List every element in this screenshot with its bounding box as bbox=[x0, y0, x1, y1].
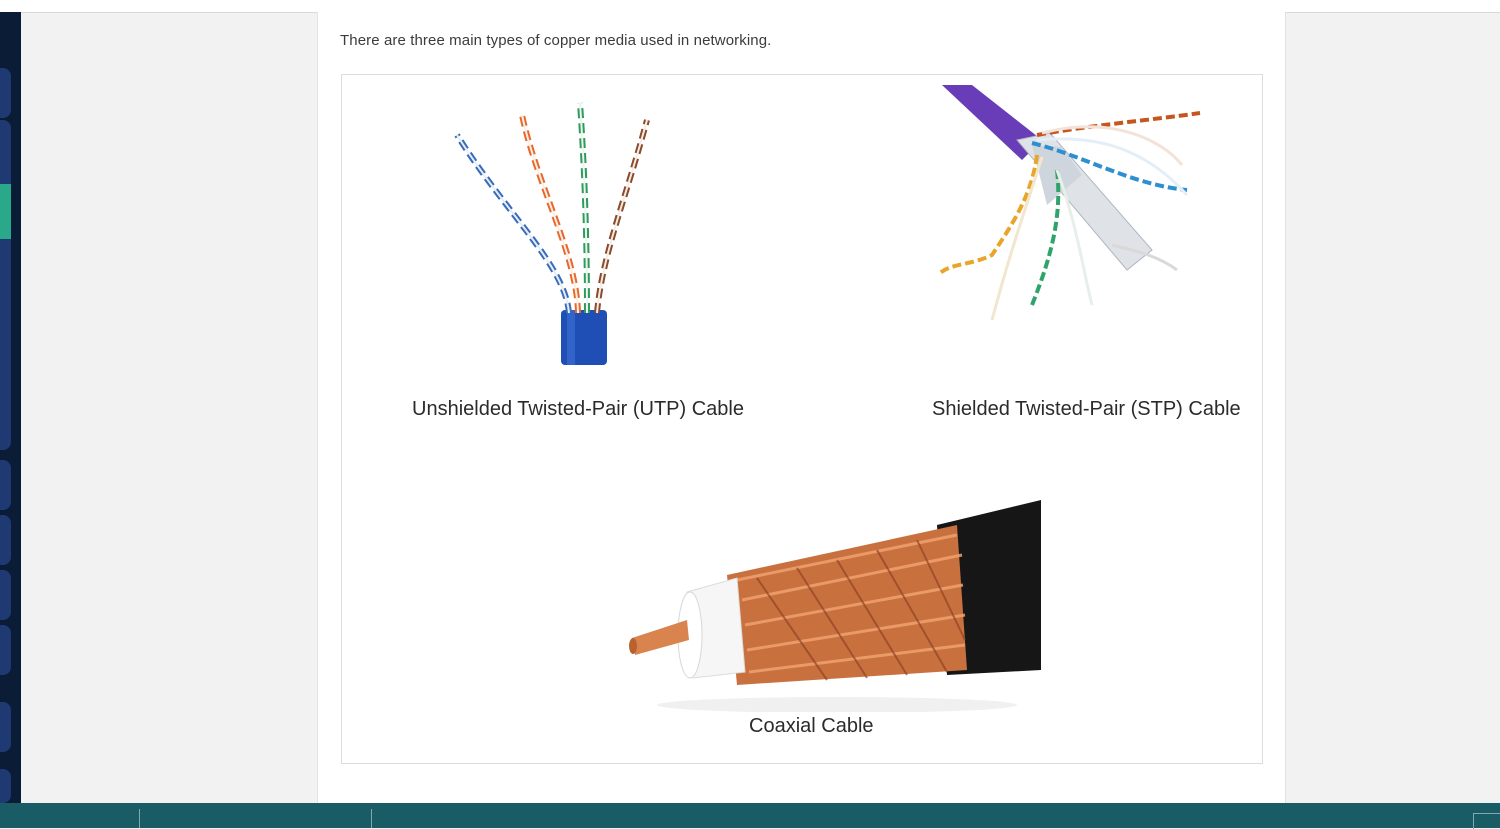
rail-tab[interactable] bbox=[0, 570, 11, 620]
utp-cable-image bbox=[454, 102, 650, 365]
stp-cable-caption: Shielded Twisted-Pair (STP) Cable bbox=[932, 398, 1241, 420]
coaxial-cable-caption: Coaxial Cable bbox=[749, 715, 874, 737]
stp-jacket bbox=[942, 85, 1042, 160]
rail-tab-active-section[interactable] bbox=[0, 120, 11, 450]
course-content-panel: There are three main types of copper med… bbox=[317, 12, 1286, 803]
coax-copper-core bbox=[632, 620, 689, 655]
rail-active-indicator bbox=[0, 184, 11, 239]
rail-tab[interactable] bbox=[0, 625, 11, 675]
taskbar bbox=[0, 803, 1500, 829]
taskbar-separator bbox=[371, 809, 372, 828]
rail-tab[interactable] bbox=[0, 769, 11, 803]
left-navigation-rail bbox=[0, 12, 21, 803]
taskbar-separator bbox=[139, 809, 140, 828]
rail-tab[interactable] bbox=[0, 460, 11, 510]
intro-paragraph: There are three main types of copper med… bbox=[340, 32, 772, 49]
coaxial-cable-image bbox=[629, 500, 1041, 712]
taskbar-item[interactable] bbox=[158, 819, 358, 828]
taskbar-item[interactable] bbox=[4, 819, 129, 828]
rail-tab[interactable] bbox=[0, 515, 11, 565]
taskbar-corner-button[interactable] bbox=[1473, 813, 1500, 829]
copper-media-figure: Unshielded Twisted-Pair (UTP) Cable Shie… bbox=[341, 74, 1263, 764]
stp-cable-image bbox=[938, 85, 1201, 321]
rail-tab[interactable] bbox=[0, 702, 11, 752]
utp-cable-caption: Unshielded Twisted-Pair (UTP) Cable bbox=[412, 398, 744, 420]
rail-tab[interactable] bbox=[0, 68, 11, 118]
